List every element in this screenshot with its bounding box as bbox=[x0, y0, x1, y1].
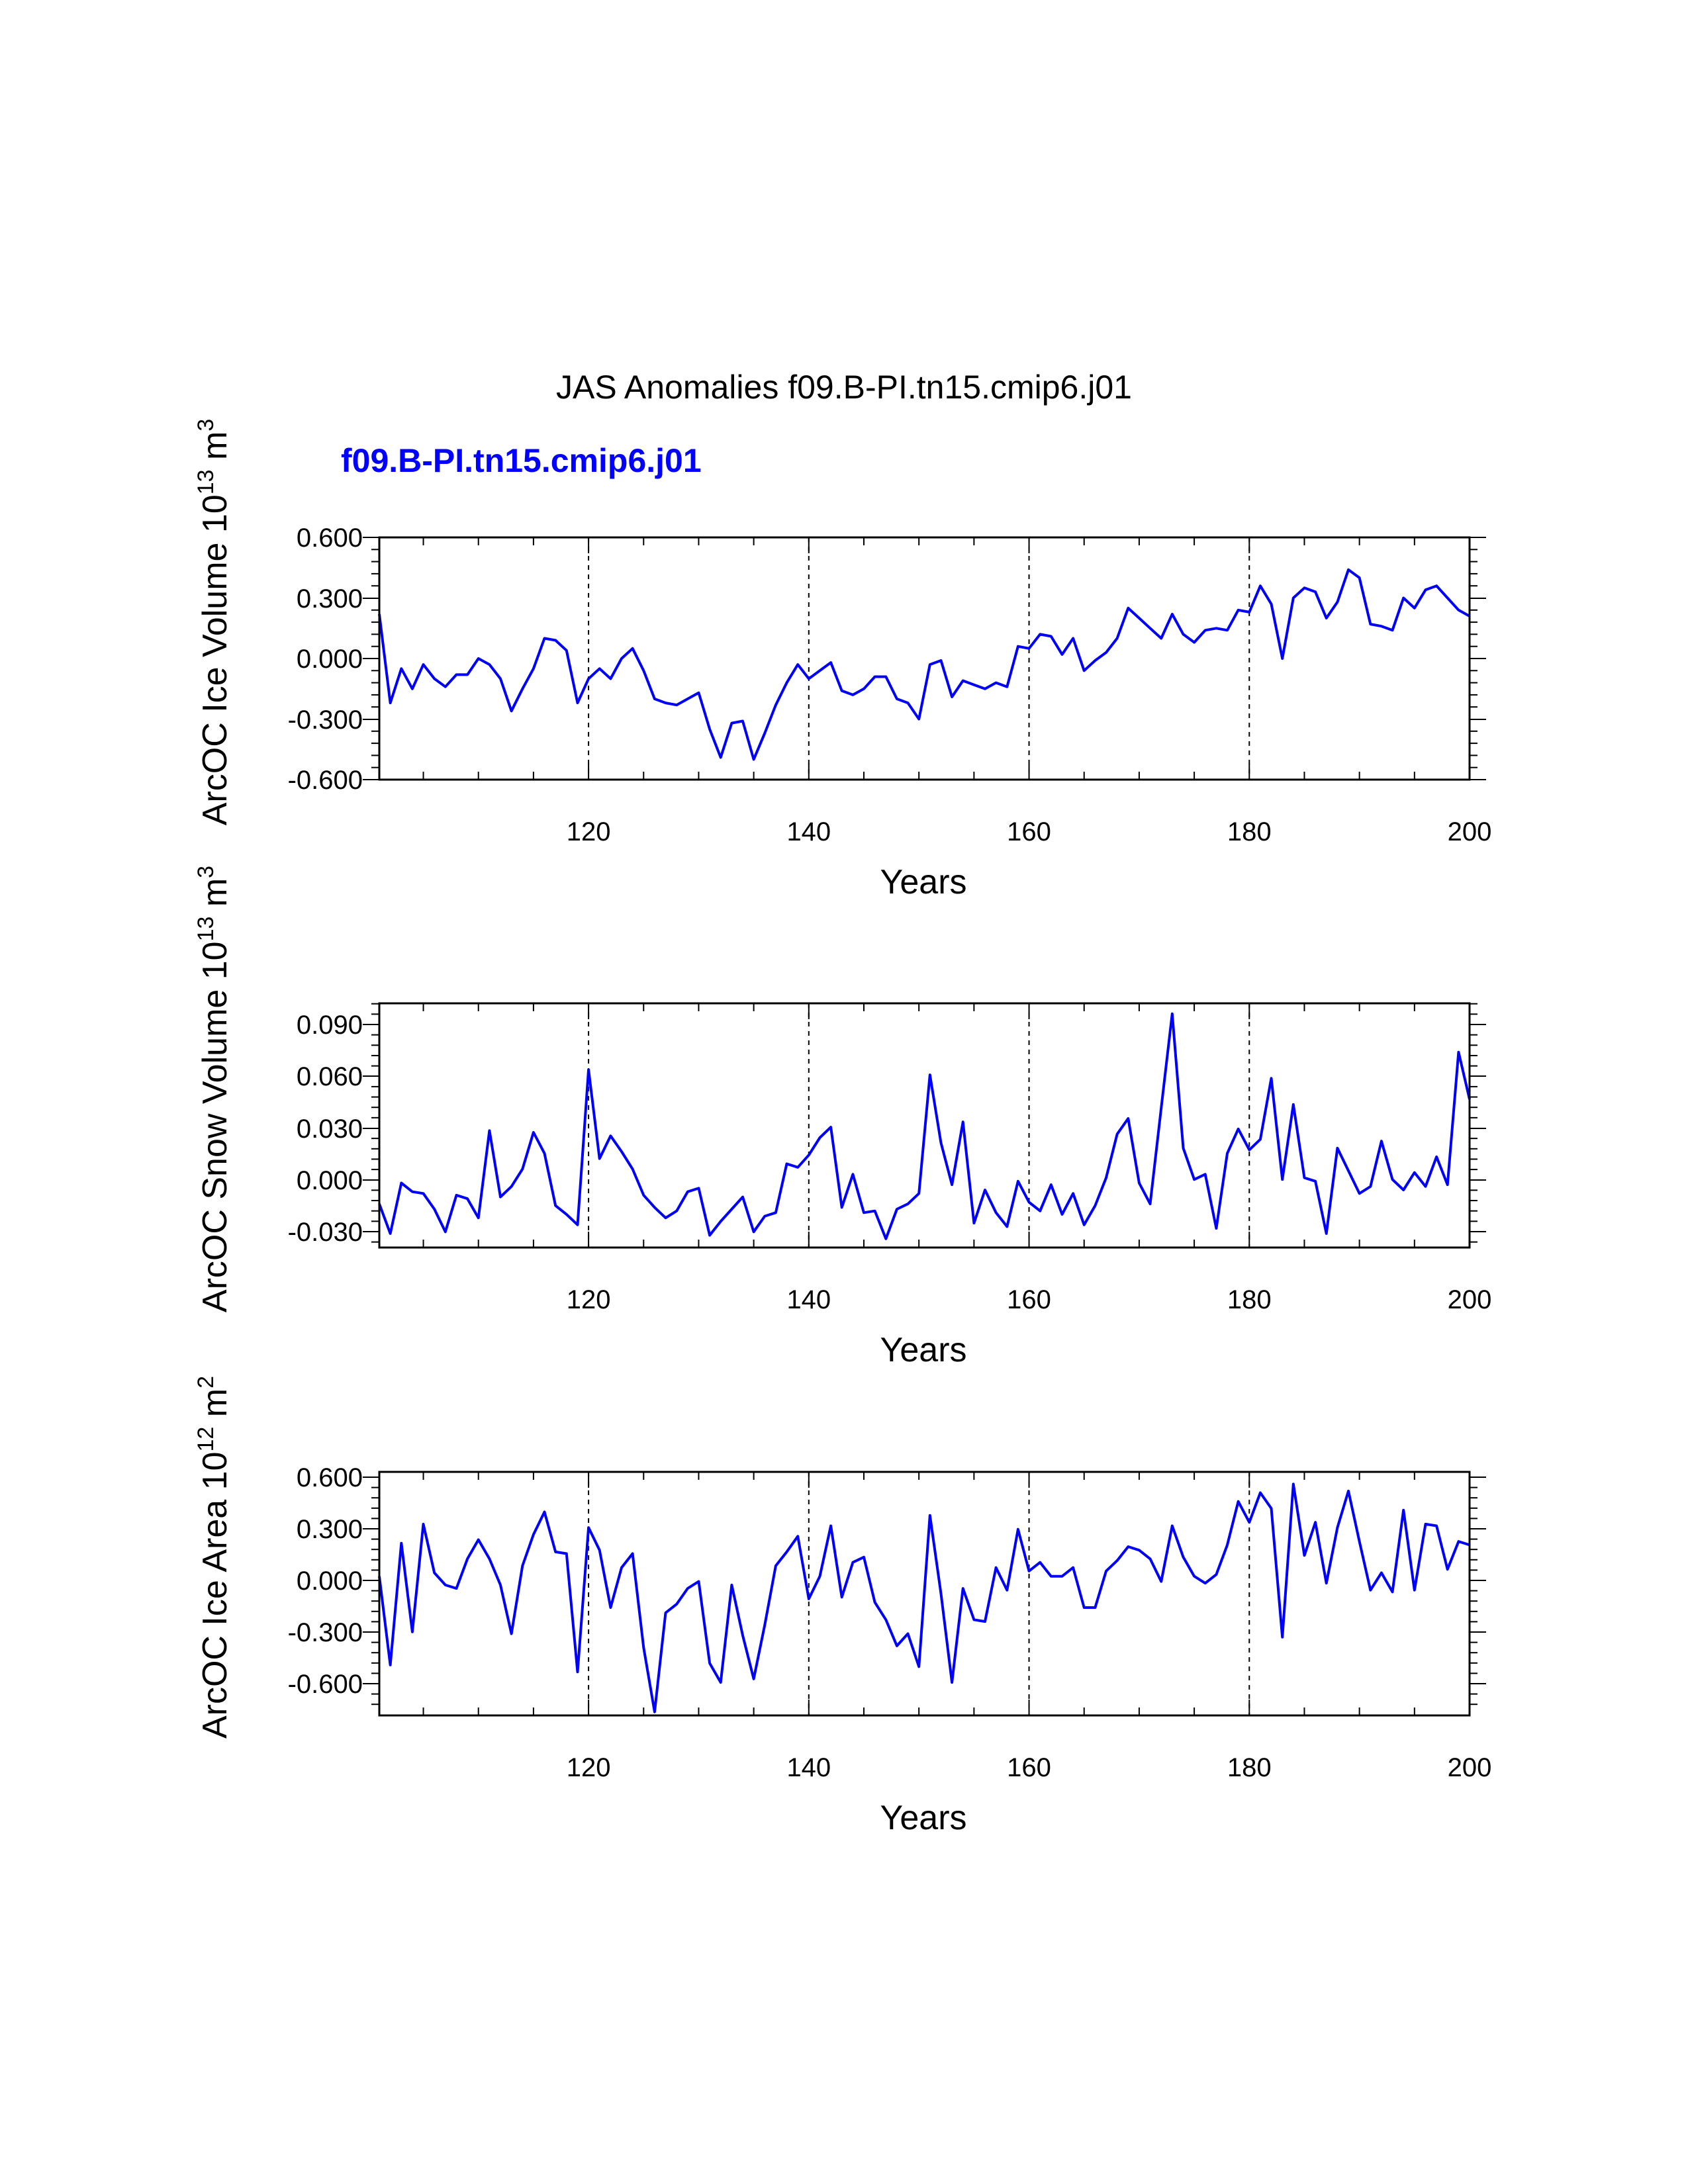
x-axis-title: Years bbox=[880, 863, 966, 901]
x-tick-label: 180 bbox=[1227, 1753, 1272, 1782]
panel-snow-volume: 120 140 160 180 200 0.090 0.060 0.030 0.000 -0.03… bbox=[193, 866, 1491, 1369]
y-tick-label: 0.000 bbox=[297, 645, 363, 674]
y-tick-label: 0.300 bbox=[297, 1515, 363, 1544]
y-axis-title: ArcOC Ice Area 1012 m2 bbox=[193, 1376, 234, 1739]
x-tick-label: 120 bbox=[567, 1285, 611, 1314]
panels: 120 140 160 180 200 0.600 0.300 0.000 -0.300 -0.6… bbox=[193, 419, 1491, 1837]
x-tick-label: 120 bbox=[567, 1753, 611, 1782]
x-tick-label: 140 bbox=[786, 1753, 831, 1782]
x-tick-label: 140 bbox=[786, 1285, 831, 1314]
y-tick-label: 0.300 bbox=[297, 584, 363, 614]
y-tick-label: 0.090 bbox=[297, 1011, 363, 1040]
panel-ice-area: 120 140 160 180 200 0.600 0.300 0.000 -0.300 -0.6… bbox=[193, 1376, 1491, 1837]
y-tick-label: 0.000 bbox=[297, 1166, 363, 1195]
y-tick-label: -0.600 bbox=[288, 1670, 363, 1699]
x-tick-label: 140 bbox=[786, 817, 831, 846]
series-legend-label: f09.B-PI.tn15.cmip6.j01 bbox=[341, 442, 702, 479]
plot-frame bbox=[378, 1002, 1471, 1249]
y-axis-title: ArcOC Snow Volume 1013 m3 bbox=[193, 866, 234, 1312]
x-tick-label: 180 bbox=[1227, 1285, 1272, 1314]
x-tick-label: 200 bbox=[1448, 817, 1492, 846]
x-tick-label: 200 bbox=[1448, 1285, 1492, 1314]
x-axis-title: Years bbox=[880, 1799, 966, 1837]
y-tick-label: -0.030 bbox=[288, 1218, 363, 1247]
data-line bbox=[378, 1482, 1470, 1713]
y-tick-label: -0.300 bbox=[288, 705, 363, 735]
y-tick-label: 0.600 bbox=[297, 1463, 363, 1492]
plot-frame bbox=[378, 536, 1471, 781]
x-tick-label: 180 bbox=[1227, 817, 1272, 846]
data-line bbox=[378, 1012, 1471, 1240]
data-line bbox=[378, 568, 1470, 761]
x-tick-label: 160 bbox=[1007, 1753, 1051, 1782]
x-tick-label: 160 bbox=[1007, 817, 1051, 846]
y-tick-label: 0.060 bbox=[297, 1062, 363, 1091]
x-tick-label: 120 bbox=[567, 817, 611, 846]
y-tick-label: 0.000 bbox=[297, 1567, 363, 1596]
figure-title: JAS Anomalies f09.B-PI.tn15.cmip6.j01 bbox=[556, 369, 1132, 406]
x-tick-label: 160 bbox=[1007, 1285, 1051, 1314]
plot-frame bbox=[378, 1471, 1471, 1717]
x-tick-label: 200 bbox=[1448, 1753, 1492, 1782]
y-tick-label: -0.300 bbox=[288, 1618, 363, 1647]
y-tick-label: -0.600 bbox=[288, 766, 363, 795]
y-tick-label: 0.030 bbox=[297, 1115, 363, 1144]
x-axis-title: Years bbox=[880, 1331, 966, 1369]
y-axis-title: ArcOC Ice Volume 1013 m3 bbox=[193, 419, 234, 826]
y-tick-label: 0.600 bbox=[297, 523, 363, 553]
panel-ice-volume: 120 140 160 180 200 0.600 0.300 0.000 -0.300 -0.6… bbox=[193, 419, 1491, 901]
